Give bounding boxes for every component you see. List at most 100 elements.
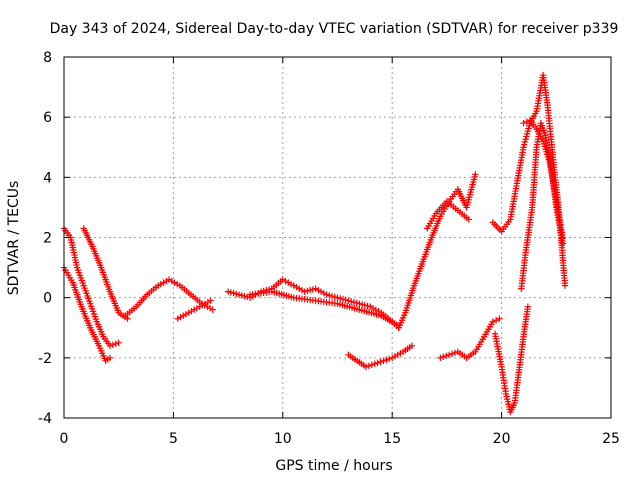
data-point bbox=[290, 282, 297, 289]
data-point bbox=[440, 353, 447, 361]
data-point bbox=[235, 291, 243, 298]
data-point bbox=[369, 304, 377, 312]
data-point bbox=[109, 341, 117, 348]
data-point bbox=[524, 303, 532, 310]
data-point bbox=[523, 118, 530, 125]
data-point bbox=[367, 303, 374, 310]
data-point bbox=[301, 288, 308, 295]
data-point bbox=[391, 353, 399, 360]
y-tick-label: 4 bbox=[43, 170, 52, 186]
data-point bbox=[559, 234, 567, 241]
grid bbox=[64, 57, 611, 418]
y-tick-label: -2 bbox=[38, 351, 52, 367]
data-point bbox=[238, 292, 245, 299]
series-track-9 bbox=[424, 198, 472, 232]
y-axis-label: SDTVAR / TECUs bbox=[6, 181, 22, 296]
x-tick-label: 25 bbox=[602, 431, 620, 447]
y-tick-label: 6 bbox=[43, 110, 52, 126]
series-track-3 bbox=[80, 225, 131, 322]
data-point bbox=[315, 286, 322, 294]
data-point bbox=[394, 351, 401, 359]
data-point bbox=[389, 354, 396, 362]
data-point bbox=[331, 293, 338, 301]
data-point bbox=[224, 288, 232, 295]
data-point bbox=[115, 339, 122, 346]
series-track-4 bbox=[122, 276, 216, 319]
data-point bbox=[201, 300, 209, 307]
data-point bbox=[227, 289, 235, 296]
data-point bbox=[163, 277, 170, 285]
data-point bbox=[334, 294, 341, 301]
data-point bbox=[282, 277, 289, 285]
data-point bbox=[328, 292, 336, 300]
y-tick-label: 8 bbox=[43, 50, 52, 66]
data-point bbox=[182, 311, 190, 318]
series-track-10 bbox=[345, 342, 416, 371]
data-point bbox=[408, 342, 416, 349]
data-point bbox=[204, 298, 212, 306]
y-tick-label: -4 bbox=[38, 411, 52, 427]
data-point bbox=[279, 276, 286, 283]
series-track-11 bbox=[437, 315, 503, 362]
x-tick-label: 15 bbox=[383, 431, 401, 447]
axis-ticks: 0 5 10 15 20 25 -4 -2 0 2 4 6 8 bbox=[38, 50, 620, 447]
data-point bbox=[165, 276, 173, 283]
series-track-6 bbox=[224, 276, 402, 331]
data-point bbox=[386, 355, 393, 363]
data-point bbox=[339, 295, 347, 303]
data-point bbox=[323, 291, 330, 298]
data-point bbox=[350, 298, 358, 306]
series-track-2 bbox=[60, 264, 114, 365]
data-point bbox=[492, 317, 500, 324]
data-point bbox=[193, 304, 201, 312]
y-tick-label: 2 bbox=[43, 231, 52, 247]
data-point bbox=[157, 280, 165, 288]
data-point bbox=[285, 279, 292, 286]
y-tick-label: 0 bbox=[43, 291, 52, 307]
x-tick-label: 5 bbox=[169, 431, 178, 447]
data-point bbox=[383, 356, 390, 364]
series-track-8 bbox=[395, 171, 479, 331]
series-track-12 bbox=[491, 303, 532, 416]
series-track-1 bbox=[60, 225, 122, 349]
data-point bbox=[160, 279, 167, 286]
series-track-7 bbox=[246, 288, 400, 328]
data-point bbox=[320, 289, 328, 297]
data-point bbox=[317, 288, 325, 295]
data-point bbox=[353, 299, 360, 307]
data-point bbox=[342, 296, 349, 304]
data-point bbox=[174, 315, 181, 322]
data-points bbox=[60, 71, 569, 416]
data-point bbox=[397, 350, 404, 357]
data-point bbox=[362, 363, 370, 371]
data-point bbox=[496, 315, 503, 322]
data-point bbox=[306, 286, 314, 294]
data-point bbox=[345, 297, 352, 304]
data-point bbox=[209, 306, 216, 313]
data-point bbox=[230, 289, 237, 297]
data-point bbox=[196, 303, 203, 310]
data-point bbox=[347, 298, 355, 305]
x-axis-label: GPS time / hours bbox=[275, 458, 392, 474]
data-point bbox=[361, 301, 369, 309]
data-point bbox=[309, 286, 317, 293]
data-point bbox=[180, 312, 187, 319]
x-tick-label: 0 bbox=[60, 431, 69, 447]
data-point bbox=[287, 280, 295, 288]
data-point bbox=[365, 362, 373, 370]
data-point bbox=[185, 309, 192, 316]
data-point bbox=[154, 282, 162, 289]
data-point bbox=[520, 119, 527, 127]
data-point bbox=[380, 357, 387, 365]
data-point bbox=[207, 297, 214, 304]
data-point bbox=[465, 216, 472, 223]
data-point bbox=[561, 282, 569, 289]
data-point bbox=[372, 306, 379, 313]
data-point bbox=[106, 342, 114, 349]
data-point bbox=[489, 318, 497, 325]
data-point bbox=[312, 285, 319, 292]
data-point bbox=[177, 314, 184, 321]
data-point bbox=[190, 306, 198, 313]
data-point bbox=[337, 295, 344, 302]
